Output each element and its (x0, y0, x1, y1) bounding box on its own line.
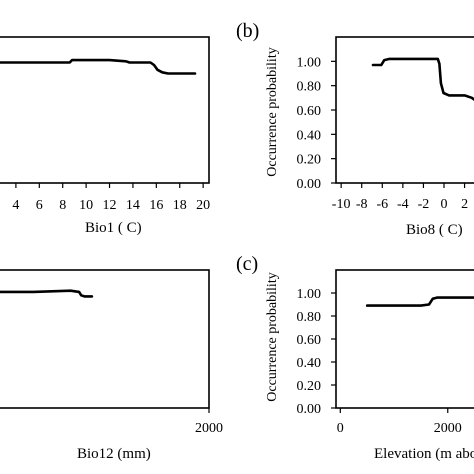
x-tick-label: -8 (356, 197, 368, 212)
plot-frame-bl (0, 269, 210, 409)
y-tick-label: 0.20 (297, 379, 322, 394)
response-curve-tr (371, 57, 474, 102)
x-tick-label: 8 (59, 198, 66, 213)
x-tick-label: 2 (461, 197, 468, 212)
y-tick-label: 0.00 (297, 402, 322, 417)
y-tick-label: 0.00 (297, 177, 322, 192)
x-tick-label: -10 (332, 197, 351, 212)
y-tick-label: 0.40 (297, 128, 322, 143)
x-axis-label: Bio12 (mm) (77, 446, 151, 462)
x-tick-label: 16 (149, 198, 163, 213)
x-tick-label: -2 (418, 197, 430, 212)
y-axis-label: Occurrence probability (265, 272, 280, 401)
panel-label: (c) (236, 253, 258, 275)
plot-frame-tl (0, 36, 210, 184)
x-tick-label: 2000 (434, 421, 462, 436)
x-tick-label: 12 (103, 198, 117, 213)
y-tick-label: 0.80 (297, 80, 322, 95)
y-tick-label: 0.80 (297, 310, 322, 325)
response-curve-br (365, 296, 474, 307)
x-tick-label: 18 (173, 198, 187, 213)
x-tick-label: 2000 (195, 421, 223, 436)
y-tick-label: 0.40 (297, 356, 322, 371)
x-tick-label: 0 (337, 421, 344, 436)
y-tick-label: 0.60 (297, 104, 322, 119)
y-tick-label: 0.60 (297, 333, 322, 348)
response-curve-bl (0, 289, 94, 298)
x-tick-label: 0 (441, 197, 448, 212)
x-tick-label: 4 (12, 198, 19, 213)
panel-label: (b) (236, 20, 259, 42)
plot-frame-br (335, 269, 474, 409)
y-tick-label: 0.20 (297, 153, 322, 168)
x-axis-label: Bio1 ( C) (85, 220, 142, 236)
x-tick-label: 14 (126, 198, 140, 213)
x-tick-label: 6 (36, 198, 43, 213)
x-tick-label: -6 (376, 197, 388, 212)
response-curve-tl (0, 58, 197, 75)
x-tick-label: 20 (196, 198, 210, 213)
x-axis-label: Bio8 ( C) (406, 222, 463, 238)
y-tick-label: 1.00 (297, 287, 322, 302)
x-tick-label: -4 (397, 197, 409, 212)
y-tick-label: 1.00 (297, 55, 322, 70)
y-axis-label: Occurrence probability (265, 47, 280, 176)
x-tick-label: 10 (79, 198, 93, 213)
x-axis-label: Elevation (m abo (374, 446, 474, 462)
